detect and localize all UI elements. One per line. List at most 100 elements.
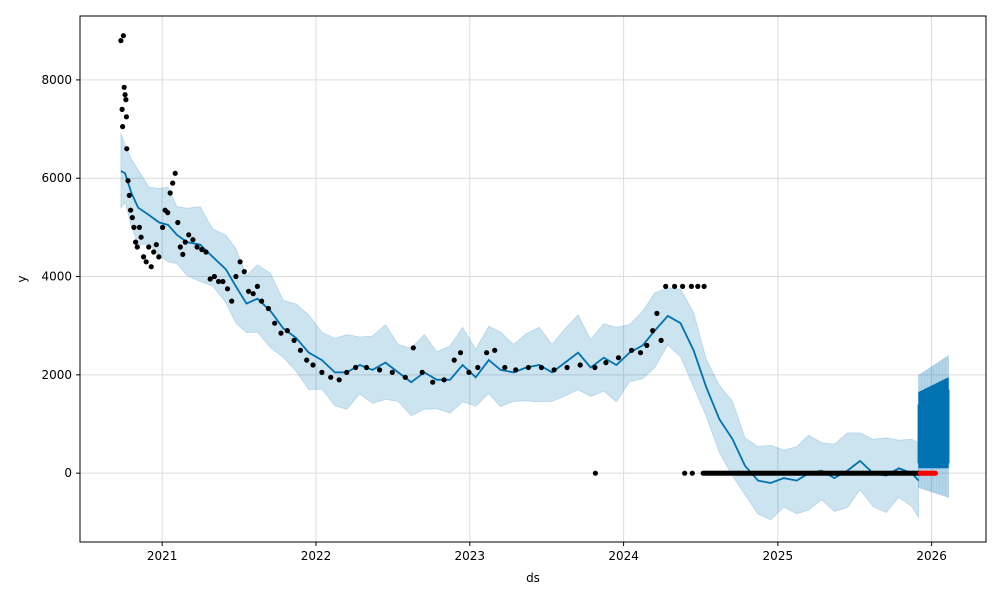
observed-point [203,249,209,255]
observed-point [172,170,178,176]
observed-point [291,337,297,343]
observed-point [118,38,124,44]
observed-point [120,33,126,39]
observed-point [377,367,383,373]
observed-point [344,369,350,375]
observed-point [297,347,303,353]
x-tick-label: 2023 [455,549,486,563]
observed-point [241,269,247,275]
observed-points-layer [118,33,922,476]
observed-point [689,470,695,476]
observed-point [564,364,570,371]
observed-point [592,364,598,371]
observed-point [654,310,660,316]
x-axis-title: ds [526,571,540,585]
observed-point [502,364,508,371]
observed-point [250,291,256,297]
x-tick-label: 2025 [763,549,794,563]
observed-point [220,278,226,285]
observed-point [207,276,213,282]
observed-point [124,146,130,152]
x-tick-label: 2022 [301,549,332,563]
observed-point [148,264,154,270]
observed-point [592,470,599,476]
observed-point [310,362,316,368]
observed-point [175,219,181,226]
forecast-line-layer [120,170,920,484]
observed-point [475,364,481,371]
observed-point [180,251,186,257]
observed-point [259,298,265,304]
future-point [932,470,939,476]
observed-point [153,242,159,248]
observed-point [233,273,239,280]
observed-point [663,283,669,289]
observed-point [211,273,217,280]
observed-point [695,283,701,289]
observed-point [119,106,125,112]
x-axis-ticks: 2021 2022 2023 2024 2025 2026 [147,542,947,563]
observed-point [551,367,557,373]
observed-point [513,367,519,373]
observed-point [170,180,176,186]
observed-point [484,350,490,356]
observed-point [284,328,290,334]
observed-point [402,374,408,380]
observed-point [682,470,688,476]
observed-point [328,374,334,380]
observed-point [672,283,678,289]
observed-point [603,360,609,366]
observed-point [319,369,325,375]
observed-point [122,92,128,98]
observed-point [131,224,137,230]
observed-point [650,328,656,334]
observed-point [143,259,149,265]
observed-point [680,283,686,289]
future-points-layer [917,470,939,476]
observed-point [466,369,472,375]
observed-point [419,369,425,375]
x-tick-label: 2024 [608,549,639,563]
observed-point [644,342,650,348]
observed-point [353,364,359,371]
x-tick-label: 2026 [916,549,947,563]
y-tick-label: 4000 [41,270,72,284]
y-axis-title: y [15,275,29,282]
observed-point [389,369,395,375]
observed-point [190,237,196,243]
observed-point [224,286,231,292]
observed-point [246,288,252,294]
observed-point [410,345,416,351]
y-tick-label: 0 [64,466,72,480]
uncertainty-band [120,132,919,521]
observed-point [237,259,243,265]
plot-area-frame [79,15,987,543]
observed-point [701,283,707,289]
observed-point [615,355,622,361]
observed-point [121,84,127,90]
observed-point [216,278,222,285]
observed-point [194,244,200,250]
observed-point [138,234,144,240]
observed-point [430,379,436,385]
observed-point [141,254,147,260]
observed-point [160,224,166,230]
observed-point [167,190,173,196]
observed-point [128,207,134,213]
y-tick-label: 2000 [41,368,72,382]
forecast-line [120,170,920,484]
observed-point [151,249,157,255]
observed-point [637,350,644,356]
observed-point [123,97,129,103]
observed-point [265,305,271,312]
observed-point [457,350,464,356]
grid-lines [80,16,986,542]
observed-point [133,239,139,245]
x-tick-label: 2021 [147,549,178,563]
observed-point [538,364,545,371]
observed-point [165,210,171,216]
observed-point [254,283,260,289]
observed-point [363,364,370,371]
observed-point [125,178,131,184]
